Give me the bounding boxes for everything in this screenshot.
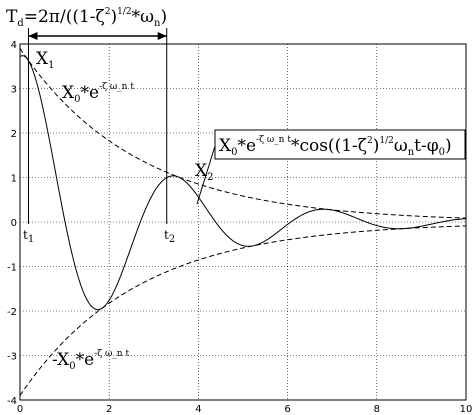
y-tick-label: -4 (7, 396, 17, 407)
response-line (19, 55, 467, 311)
annotations: Td=2π/((1-ζ2)1/2*ωn) X1 X2 t1 t2 X0*e-ζ … (6, 7, 466, 372)
y-tick-label: -2 (7, 307, 17, 318)
period-arrow-head-left (28, 32, 38, 40)
curves (19, 48, 467, 396)
axes-frame (19, 43, 467, 401)
y-tick-label: -1 (7, 263, 17, 274)
y-tick-label: 3 (11, 85, 17, 96)
x-tick-label: 4 (195, 404, 201, 415)
upper-envelope-label: X0*e-ζ ω_n t (62, 82, 134, 105)
y-tick-label: -3 (7, 352, 17, 363)
y-tick-label: 4 (11, 40, 17, 51)
lower-envelope-line (19, 225, 467, 396)
tick-labels: 0 2 4 6 8 10 -4 -3 -2 -1 0 1 2 3 4 (7, 40, 472, 415)
upper-envelope-line (19, 48, 467, 219)
x-tick-label: 8 (374, 404, 380, 415)
response-label: X0*e-ζ ω_n t*cos((1-ζ2)1/2ωnt-φ0) (219, 135, 452, 158)
lower-envelope-label: -X0*e-ζ ω_n t (52, 349, 129, 372)
y-tick-label: 0 (11, 218, 17, 229)
t1-label: t1 (23, 228, 34, 245)
y-tick-label: 2 (11, 129, 17, 140)
time-markers (27, 28, 168, 224)
period-arrow-head-right (157, 32, 167, 40)
x-tick-label: 0 (17, 404, 23, 415)
x-tick-label: 6 (284, 404, 290, 415)
period-formula: Td=2π/((1-ζ2)1/2*ωn) (6, 7, 167, 29)
response-label-box (214, 129, 466, 160)
t2-label: t2 (164, 228, 175, 245)
response-label-leader (196, 145, 216, 205)
x2-label: X2 (195, 161, 213, 183)
x-tick-label: 2 (106, 404, 112, 415)
y-tick-label: 1 (11, 174, 17, 185)
x1-label: X1 (36, 49, 54, 71)
x-tick-label: 10 (460, 404, 473, 415)
